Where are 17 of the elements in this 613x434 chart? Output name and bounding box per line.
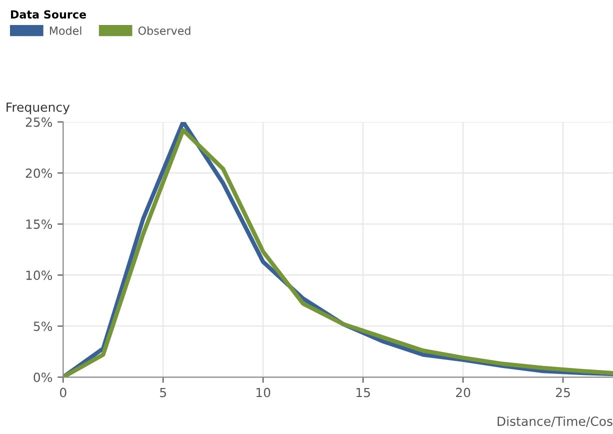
x-tick-label: 0 (60, 388, 66, 398)
x-tick-label: 20 (456, 388, 470, 398)
y-tick-label: 20% (26, 168, 52, 178)
y-tick-label: 10% (26, 270, 52, 280)
legend-label: Model (50, 26, 82, 35)
x-axis-title: Distance/Time/Cos (498, 416, 612, 427)
y-tick-label: 25% (26, 117, 52, 127)
y-tick-label: 5% (34, 322, 52, 332)
y-axis-title: Frequency (6, 102, 70, 114)
x-tick-label: 10 (256, 388, 270, 398)
y-tick-label: 0% (34, 372, 52, 382)
x-tick-label: 25 (556, 388, 570, 398)
legend-label: Observed (138, 26, 190, 35)
x-tick-label: 5 (160, 388, 166, 398)
legend-title: Data Source (11, 10, 86, 19)
x-tick-label: 15 (356, 388, 370, 398)
y-tick-label: 15% (26, 220, 52, 229)
